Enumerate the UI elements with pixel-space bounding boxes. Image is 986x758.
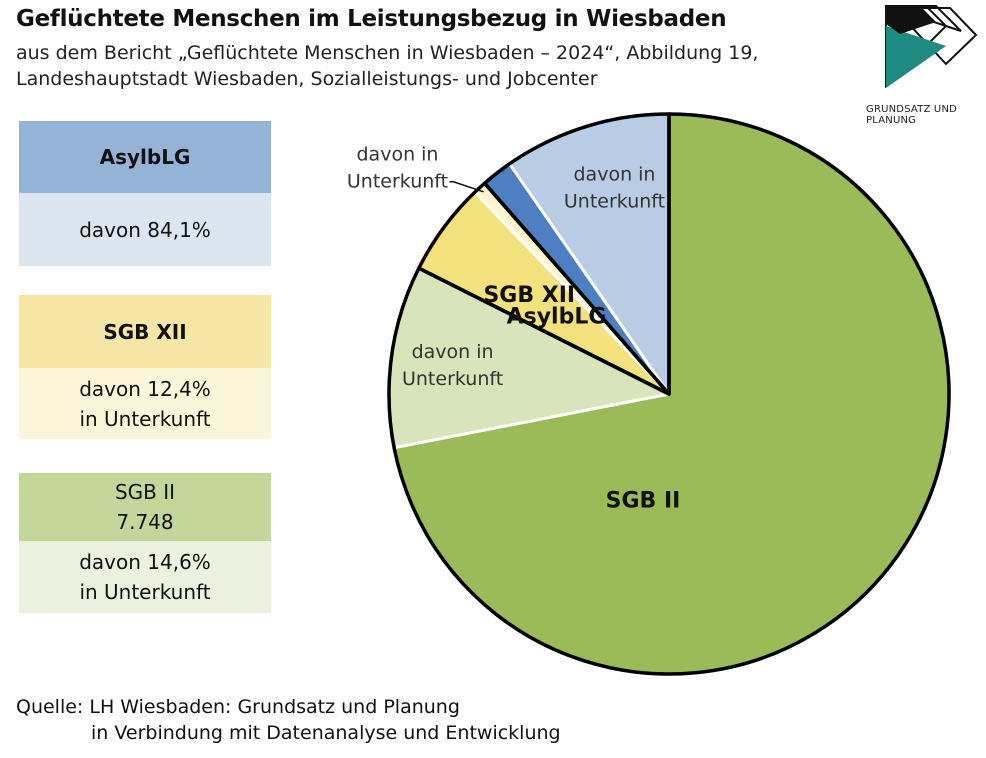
logo-text: GRUNDSATZ UND PLANUNG [866,104,958,126]
pie-label-asylblg-total: AsylbLG [507,305,607,330]
sgb2-card: SGB II 7.748 davon 14,6% in Unterkunft [19,473,271,613]
sgb2-card-title: SGB II [114,480,176,504]
asylblg-card-share: davon 84,1% [19,193,271,266]
subtitle-line-1: aus dem Bericht „Geflüchtete Menschen in… [16,42,759,64]
chart-subtitle: aus dem Bericht „Geflüchtete Menschen in… [16,40,758,92]
subtitle-line-2: Landeshauptstadt Wiesbaden, Sozialleistu… [16,68,598,90]
sgb2-card-note: in Unterkunft [79,580,211,604]
asylblg-card-title: AsylbLG [19,121,271,193]
sgb12-card-body: davon 12,4% in Unterkunft [19,368,271,439]
pie-group-outline-asylblg [482,112,671,396]
sgb2-card-count: 7.748 [116,510,174,534]
asylblg-card: AsylbLG davon 84,1% [19,121,271,266]
pie-label-asylblg-davon: davon in Unterkunft [564,163,665,212]
chart-title: Geflüchtete Menschen im Leistungsbezug i… [16,6,727,32]
pie-label-sgb-ii-total: SGB II [606,489,681,514]
source-note: Quelle: LH Wiesbaden: Grundsatz und Plan… [16,694,561,746]
sgb12-card-note: in Unterkunft [79,406,211,431]
sgb12-card-share: davon 12,4% [79,376,211,401]
sgb2-card-body: davon 14,6% in Unterkunft [19,541,271,613]
pie-label-sgb-xii-davon: davon in Unterkunft [347,143,448,192]
sgb12-card-title: SGB XII [19,295,271,368]
logo-icon [885,5,978,89]
sgb2-card-share: davon 14,6% [79,550,211,574]
source-line-1: Quelle: LH Wiesbaden: Grundsatz und Plan… [16,696,460,718]
sgb2-card-head: SGB II 7.748 [19,473,271,541]
pie-label-leader-line [449,181,484,193]
source-line-2: in Verbindung mit Datenanalyse und Entwi… [91,722,561,744]
pie-label-sgb-xii-total: SGB XII [483,283,575,308]
pie-label-sgb-ii-davon: davon in Unterkunft [402,341,503,390]
sgb12-card: SGB XII davon 12,4% in Unterkunft [19,295,271,439]
pie-group-outline-sgb-ii [387,112,951,676]
